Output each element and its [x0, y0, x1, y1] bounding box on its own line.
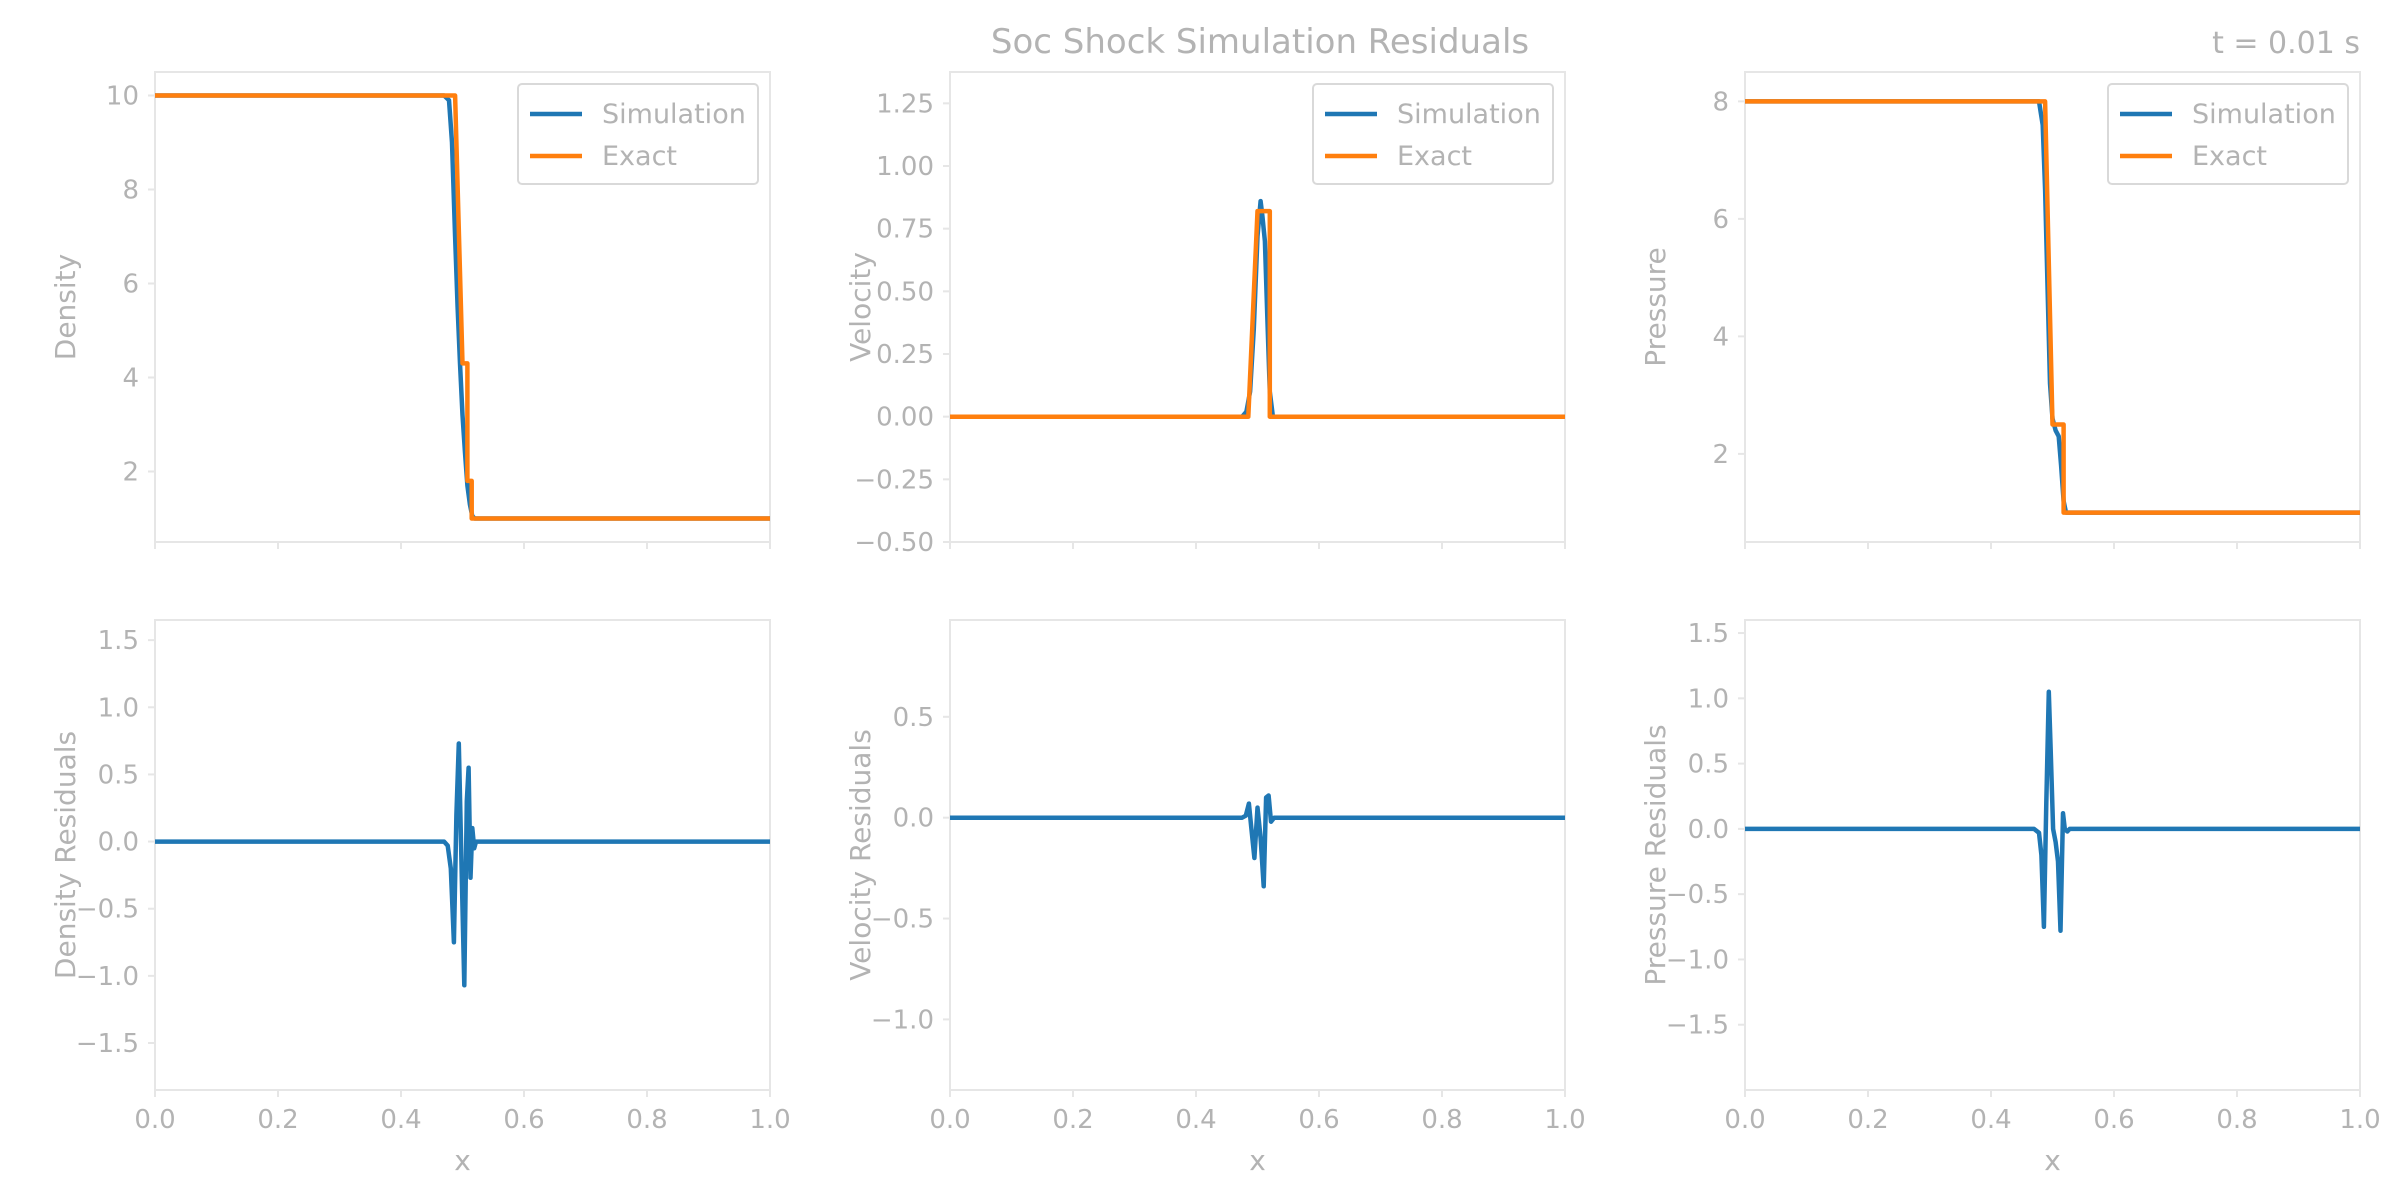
x-tick-label: 0.2	[1847, 1105, 1888, 1135]
x-tick-label: 0.8	[626, 1105, 667, 1135]
series-line-exact	[1745, 99, 2360, 515]
axes-frame	[154, 71, 771, 543]
y-tick-label: 0.5	[893, 703, 934, 733]
y-tick-label: −1.0	[1666, 945, 1729, 975]
figure-title: Soc Shock Simulation Residuals	[990, 22, 1530, 62]
legend: Simulation Exact	[2107, 83, 2349, 185]
x-axis-label: x	[1249, 1144, 1266, 1177]
series-line-residual	[1745, 689, 2360, 933]
y-tick-label: 0.25	[876, 340, 934, 370]
y-tick-label: −0.5	[76, 895, 139, 925]
y-tick-label: 1.25	[876, 89, 934, 119]
y-tick-label: −1.5	[76, 1029, 139, 1059]
series-line-exact	[950, 208, 1565, 419]
axes-frame	[1744, 71, 2361, 543]
y-tick-label: 4	[122, 364, 139, 394]
x-tick-label: 0.0	[134, 1105, 175, 1135]
y-tick-label: 1.0	[1688, 684, 1729, 714]
y-axis-label: Velocity	[844, 252, 877, 362]
y-tick-label: 8	[122, 176, 139, 206]
x-tick-label: 0.2	[1052, 1105, 1093, 1135]
y-tick-label: 10	[106, 82, 139, 112]
y-tick-label: −1.0	[871, 1005, 934, 1035]
y-tick-label: 4	[1712, 322, 1729, 352]
y-axis-label: Pressure	[1639, 247, 1672, 367]
legend-label: Simulation	[602, 99, 746, 130]
y-tick-label: 1.0	[98, 693, 139, 723]
y-tick-label: 1.00	[876, 152, 934, 182]
y-tick-label: 8	[1712, 87, 1729, 117]
x-tick-label: 1.0	[1544, 1105, 1585, 1135]
y-tick-label: 0.0	[893, 804, 934, 834]
x-axis-label: x	[454, 1144, 471, 1177]
y-tick-label: −0.5	[871, 905, 934, 935]
x-tick-label: 1.0	[749, 1105, 790, 1135]
y-tick-label: 0.00	[876, 403, 934, 433]
legend-label: Simulation	[2192, 99, 2336, 130]
x-tick-label: 0.6	[2093, 1105, 2134, 1135]
y-axis-label: Density	[49, 254, 82, 360]
y-tick-label: −0.50	[854, 528, 934, 558]
y-tick-label: −0.25	[854, 465, 934, 495]
y-tick-label: 0.5	[98, 760, 139, 790]
panel-velocity-residuals: 0.0 0.2 0.4 0.6 0.8 1.0 −1.0 −0.5 0.0 0.5 x Velocit…	[844, 619, 1586, 1177]
x-tick-label: 0.0	[1724, 1105, 1765, 1135]
x-tick-label: 0.8	[2216, 1105, 2257, 1135]
series-line-exact	[155, 93, 770, 521]
x-tick-label: 0.2	[257, 1105, 298, 1135]
x-tick-label: 0.0	[929, 1105, 970, 1135]
series-line-residual	[155, 741, 770, 988]
y-axis-label: Density Residuals	[49, 731, 82, 979]
y-tick-label: 0.50	[876, 277, 934, 307]
legend: Simulation Exact	[517, 83, 759, 185]
axes-frame	[154, 619, 771, 1091]
legend-box	[517, 83, 759, 185]
y-tick-label: 0.75	[876, 215, 934, 245]
axes-frame	[1744, 619, 2361, 1091]
x-tick-label: 0.6	[503, 1105, 544, 1135]
y-axis-label: Velocity Residuals	[844, 729, 877, 981]
y-tick-label: −1.0	[76, 962, 139, 992]
y-axis-label: Pressure Residuals	[1639, 724, 1672, 985]
x-tick-label: 0.6	[1298, 1105, 1339, 1135]
axes-frame	[949, 619, 1566, 1091]
panel-density: 2 4 6 8 10 Density Simulation Exact	[49, 71, 771, 549]
y-tick-label: −0.5	[1666, 880, 1729, 910]
x-tick-label: 0.4	[1175, 1105, 1216, 1135]
x-tick-label: 0.4	[380, 1105, 421, 1135]
y-tick-label: −1.5	[1666, 1011, 1729, 1041]
x-axis-label: x	[2044, 1144, 2061, 1177]
y-tick-label: 6	[1712, 205, 1729, 235]
legend-label: Exact	[602, 141, 677, 172]
series-line-residual	[950, 793, 1565, 889]
y-tick-label: 1.5	[1688, 619, 1729, 649]
panel-pressure-residuals: 0.0 0.2 0.4 0.6 0.8 1.0 −1.5 −1.0 −0.5 0.0 0.5 1.0 1…	[1639, 619, 2381, 1177]
legend-label: Exact	[2192, 141, 2267, 172]
y-tick-label: 6	[122, 270, 139, 300]
y-tick-label: 1.5	[98, 626, 139, 656]
legend-box	[2107, 83, 2349, 185]
x-tick-label: 0.8	[1421, 1105, 1462, 1135]
panel-density-residuals: 0.0 0.2 0.4 0.6 0.8 1.0 −1.5 −1.0 −0.5 0.0 0.5 1.0 1…	[49, 619, 791, 1177]
time-label: t = 0.01 s	[2212, 26, 2360, 61]
legend-box	[1312, 83, 1554, 185]
legend: Simulation Exact	[1312, 83, 1554, 185]
y-tick-label: 0.0	[1688, 815, 1729, 845]
x-tick-label: 0.4	[1970, 1105, 2011, 1135]
y-tick-label: 2	[122, 458, 139, 488]
y-tick-label: 0.0	[98, 828, 139, 858]
legend-label: Simulation	[1397, 99, 1541, 130]
y-tick-label: 0.5	[1688, 750, 1729, 780]
legend-label: Exact	[1397, 141, 1472, 172]
y-tick-label: 2	[1712, 440, 1729, 470]
panel-velocity: −0.50 −0.25 0.00 0.25 0.50 0.75 1.00 1.25 Veloci…	[844, 71, 1566, 558]
axes-frame	[949, 71, 1566, 543]
x-tick-label: 1.0	[2339, 1105, 2380, 1135]
panel-pressure: 2 4 6 8 Pressure Simulation Exact	[1639, 71, 2361, 549]
